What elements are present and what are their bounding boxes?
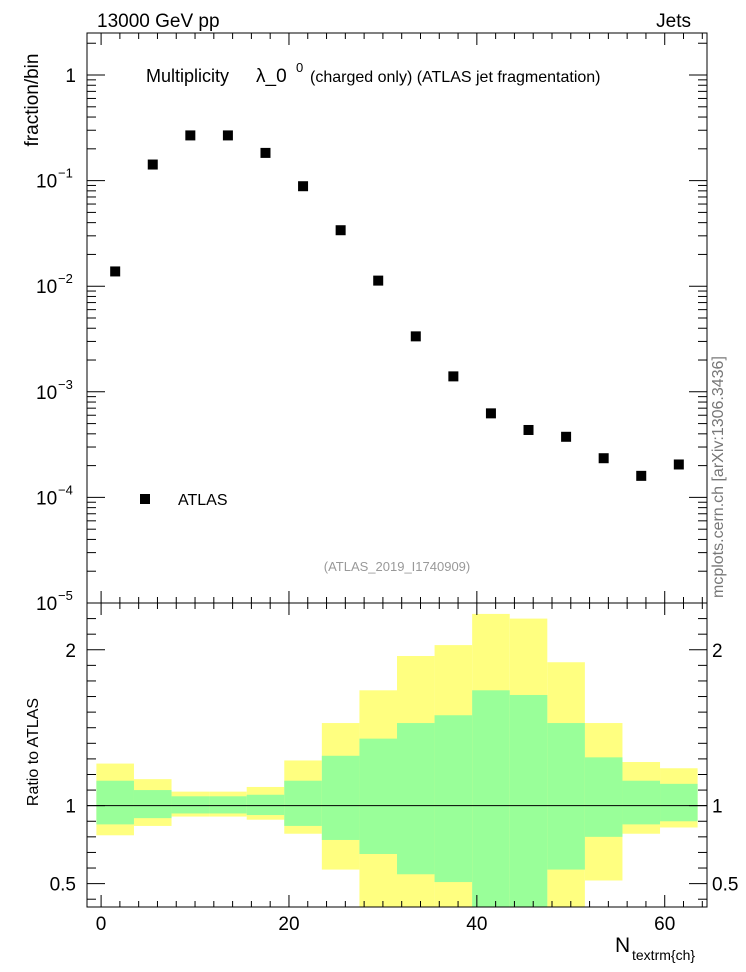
main-plot-title: Multiplicity λ_0 0 (charged only) (ATLAS… (146, 60, 601, 87)
title-main: Multiplicity (146, 66, 229, 86)
green-band-bin (397, 723, 435, 875)
green-band-bin (284, 780, 322, 826)
title-lambda: λ_0 (256, 66, 287, 87)
green-band-bin (359, 738, 397, 854)
ratio-y-tick-label: 0.5 (50, 875, 76, 896)
main-y-axis-label: fraction/bin (22, 54, 43, 147)
data-points (110, 130, 684, 481)
data-point (335, 225, 346, 236)
main-y-tick-labels: 110−110−210−310−410−5 (36, 66, 76, 615)
data-point (110, 266, 121, 277)
data-point (448, 371, 459, 382)
ratio-y-tick-label-right: 2 (712, 641, 723, 662)
main-plot-panel: 110−110−210−310−410−5 fraction/bin Multi… (22, 32, 708, 615)
ratio-axis-ticks (87, 603, 707, 907)
header-process-label: Jets (656, 11, 691, 32)
green-band-bin (96, 780, 134, 825)
data-point (636, 470, 647, 481)
main-y-tick-label: 10 (36, 488, 57, 509)
green-band-bin (209, 796, 247, 814)
main-y-tick-label: 10 (36, 277, 57, 298)
main-y-tick-label-exponent: −1 (58, 166, 73, 181)
ratio-y-tick-label: 2 (65, 641, 76, 662)
data-point (561, 431, 572, 442)
x-axis-label-subscript: textrm{ch} (632, 947, 695, 963)
main-y-tick-label: 10 (36, 383, 57, 404)
green-band-bin (133, 790, 172, 819)
x-axis-label: N textrm{ch} (615, 934, 695, 963)
main-plot-frame (86, 32, 708, 604)
ratio-x-tick-label: 40 (466, 914, 487, 935)
data-point (185, 130, 196, 141)
main-y-tick-label-exponent: −3 (58, 377, 73, 392)
title-rest: (charged only) (ATLAS jet fragmentation) (310, 69, 601, 86)
ratio-y-tick-labels-right: 0.5 1 2 (712, 641, 738, 896)
green-band-bin (547, 723, 585, 870)
main-y-tick-label: 10 (36, 172, 57, 193)
green-band-bin (472, 690, 510, 907)
main-y-tick-label-exponent: −4 (58, 482, 73, 497)
green-band-bin (660, 783, 698, 822)
title-superscript: 0 (296, 60, 303, 75)
green-band-bin (246, 794, 285, 816)
x-axis-label-base: N (615, 934, 630, 957)
legend-label: ATLAS (178, 492, 228, 509)
green-band-bin (171, 796, 210, 814)
legend: ATLAS (140, 492, 228, 509)
ratio-y-axis-label: Ratio to ATLAS (25, 698, 42, 806)
data-point (373, 275, 384, 286)
data-point (298, 181, 309, 192)
ratio-x-tick-labels: 0 20 40 60 (96, 914, 675, 935)
ratio-plot-frame (86, 602, 708, 908)
ratio-x-tick-label: 0 (96, 914, 107, 935)
data-point (485, 408, 496, 419)
data-point (523, 424, 534, 435)
ratio-plot-panel: 0.5 1 2 0.5 1 2 0 20 40 60 Ratio to ATLAS N tex… (25, 602, 738, 963)
green-band-bin (584, 757, 623, 837)
data-point (598, 453, 609, 464)
ratio-x-tick-label: 20 (278, 914, 299, 935)
data-point (410, 331, 421, 342)
ratio-y-tick-labels-left: 0.5 1 2 (50, 641, 76, 896)
ratio-y-tick-label: 1 (65, 797, 76, 818)
green-band-bin (321, 755, 360, 840)
data-point (222, 130, 233, 141)
main-y-tick-label-exponent: −5 (58, 588, 73, 603)
ratio-x-tick-label: 60 (654, 914, 675, 935)
legend-marker (140, 494, 150, 504)
green-band-bin (434, 715, 473, 883)
ratio-y-tick-label-right: 0.5 (712, 875, 738, 896)
analysis-watermark: (ATLAS_2019_I1740909) (324, 559, 470, 574)
main-y-tick-label: 1 (65, 66, 76, 87)
data-point (673, 459, 684, 470)
main-axis-ticks (87, 33, 707, 604)
data-point (147, 159, 158, 170)
main-y-tick-label: 10 (36, 594, 57, 615)
ratio-y-tick-label-right: 1 (712, 797, 723, 818)
data-point (260, 147, 271, 158)
ratio-bands (96, 613, 698, 907)
side-source-label: mcplots.cern.ch [arXiv:1306.3436] (710, 356, 727, 598)
header-energy-label: 13000 GeV pp (97, 11, 220, 32)
main-y-tick-label-exponent: −2 (58, 271, 73, 286)
green-band-bin (509, 694, 548, 907)
green-band-bin (622, 780, 661, 825)
